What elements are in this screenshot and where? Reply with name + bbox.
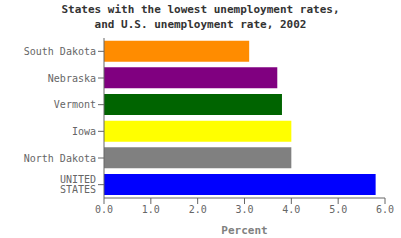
svg-text:4.0: 4.0 bbox=[282, 204, 300, 215]
svg-text:6.0: 6.0 bbox=[376, 204, 393, 215]
svg-text:Iowa: Iowa bbox=[72, 126, 96, 137]
svg-text:5.0: 5.0 bbox=[329, 204, 347, 215]
svg-text:3.0: 3.0 bbox=[235, 204, 253, 215]
html-text:and U.S. unemployment rate, 20: and U.S. unemployment rate, 2002 bbox=[94, 18, 307, 31]
svg-text:North Dakota: North Dakota bbox=[24, 153, 96, 164]
svg-text:Nebraska: Nebraska bbox=[48, 73, 96, 84]
svg-text:South Dakota: South Dakota bbox=[24, 46, 96, 57]
svg-text:1.0: 1.0 bbox=[142, 204, 160, 215]
svg-text:0.0: 0.0 bbox=[95, 204, 113, 215]
svg-text:2.0: 2.0 bbox=[189, 204, 207, 215]
svg-text:UNITEDSTATES: UNITEDSTATES bbox=[60, 174, 96, 195]
svg-text:Percent: Percent bbox=[221, 224, 267, 237]
svg-text:Vermont: Vermont bbox=[54, 99, 96, 110]
html-text:States with the lowest unemplo: States with the lowest unemployment rate… bbox=[61, 3, 340, 16]
